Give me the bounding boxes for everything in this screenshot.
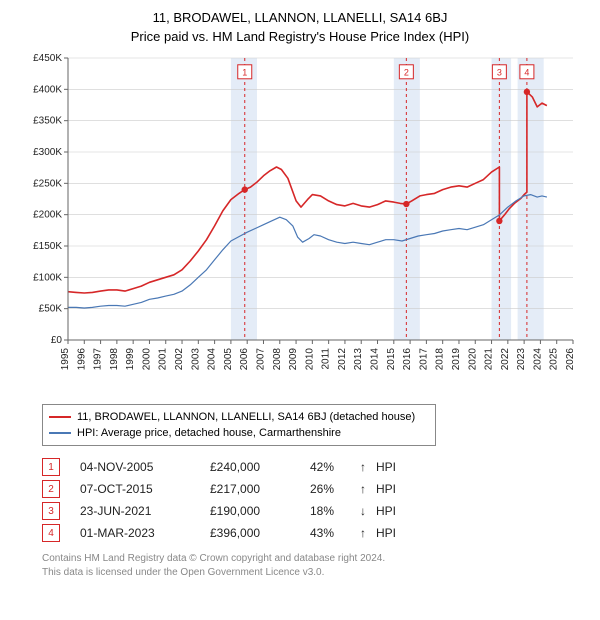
svg-text:£400K: £400K [33, 84, 62, 95]
svg-text:2014: 2014 [369, 348, 380, 371]
svg-text:2003: 2003 [190, 348, 201, 371]
transaction-row: 2 07-OCT-2015£217,00026%↑HPI [42, 478, 590, 500]
transaction-label: HPI [376, 526, 396, 540]
svg-text:2010: 2010 [304, 348, 315, 371]
svg-text:2004: 2004 [206, 348, 217, 371]
chart-subtitle: Price paid vs. HM Land Registry's House … [10, 29, 590, 44]
legend-swatch [49, 432, 71, 434]
transaction-pct: 18% [310, 504, 360, 518]
svg-text:4: 4 [524, 67, 529, 77]
svg-text:2020: 2020 [467, 348, 478, 371]
transaction-pct: 26% [310, 482, 360, 496]
transaction-price: £396,000 [210, 526, 310, 540]
svg-text:2016: 2016 [402, 348, 413, 371]
svg-text:2019: 2019 [450, 348, 461, 371]
transaction-price: £190,000 [210, 504, 310, 518]
svg-text:1996: 1996 [76, 348, 87, 371]
svg-text:2002: 2002 [174, 348, 185, 371]
svg-text:£50K: £50K [38, 304, 62, 315]
svg-text:3: 3 [496, 67, 501, 77]
svg-text:2006: 2006 [239, 348, 250, 371]
svg-text:£250K: £250K [33, 178, 62, 189]
svg-text:2013: 2013 [353, 348, 364, 371]
svg-text:2000: 2000 [141, 348, 152, 371]
transaction-badge: 4 [42, 524, 60, 542]
transaction-row: 4 01-MAR-2023£396,00043%↑HPI [42, 522, 590, 544]
svg-text:2007: 2007 [255, 348, 266, 371]
svg-text:2011: 2011 [320, 348, 331, 370]
transaction-arrow: ↑ [360, 482, 376, 496]
transaction-badge: 2 [42, 480, 60, 498]
transaction-badge: 1 [42, 458, 60, 476]
legend-label: 11, BRODAWEL, LLANNON, LLANELLI, SA14 6B… [77, 411, 415, 423]
transaction-row: 3 23-JUN-2021£190,00018%↓HPI [42, 500, 590, 522]
transaction-arrow: ↑ [360, 526, 376, 540]
svg-text:2022: 2022 [499, 348, 510, 371]
legend: 11, BRODAWEL, LLANNON, LLANELLI, SA14 6B… [42, 404, 436, 446]
transaction-arrow: ↑ [360, 460, 376, 474]
legend-item: 11, BRODAWEL, LLANNON, LLANELLI, SA14 6B… [49, 409, 429, 425]
attribution: Contains HM Land Registry data © Crown c… [42, 552, 590, 579]
price-chart: 1 2 3 4 £0 £50K £100K £150K £200K £250K £300K £350K… [18, 50, 583, 390]
transactions-table: 104-NOV-2005£240,00042%↑HPI207-OCT-2015£… [42, 456, 590, 544]
transaction-date: 01-MAR-2023 [80, 526, 210, 540]
attribution-line2: This data is licensed under the Open Gov… [42, 566, 590, 580]
svg-text:2009: 2009 [288, 348, 299, 371]
svg-text:£200K: £200K [33, 210, 62, 221]
transaction-date: 04-NOV-2005 [80, 460, 210, 474]
svg-text:2026: 2026 [565, 348, 576, 371]
svg-text:1997: 1997 [92, 348, 103, 371]
svg-text:2: 2 [403, 67, 408, 77]
transaction-row: 1 04-NOV-2005£240,00042%↑HPI [42, 456, 590, 478]
transaction-badge: 3 [42, 502, 60, 520]
transaction-date: 23-JUN-2021 [80, 504, 210, 518]
svg-text:2005: 2005 [222, 348, 233, 371]
svg-text:2001: 2001 [157, 348, 168, 371]
svg-text:2017: 2017 [418, 348, 429, 371]
svg-text:£450K: £450K [33, 53, 62, 64]
svg-text:£300K: £300K [33, 147, 62, 158]
transaction-label: HPI [376, 482, 396, 496]
address-title: 11, BRODAWEL, LLANNON, LLANELLI, SA14 6B… [10, 10, 590, 25]
svg-text:2024: 2024 [532, 348, 543, 371]
svg-text:2012: 2012 [336, 348, 347, 371]
svg-text:£150K: £150K [33, 241, 62, 252]
transaction-price: £240,000 [210, 460, 310, 474]
legend-swatch [49, 416, 71, 418]
svg-text:£350K: £350K [33, 116, 62, 127]
transaction-arrow: ↓ [360, 504, 376, 518]
transaction-pct: 42% [310, 460, 360, 474]
svg-text:2008: 2008 [271, 348, 282, 371]
transaction-label: HPI [376, 460, 396, 474]
svg-text:£0: £0 [50, 335, 62, 346]
svg-text:1: 1 [242, 67, 247, 77]
svg-text:£100K: £100K [33, 272, 62, 283]
svg-text:1998: 1998 [108, 348, 119, 371]
transaction-label: HPI [376, 504, 396, 518]
svg-text:2025: 2025 [548, 348, 559, 371]
transaction-pct: 43% [310, 526, 360, 540]
svg-text:2015: 2015 [385, 348, 396, 371]
transaction-date: 07-OCT-2015 [80, 482, 210, 496]
legend-label: HPI: Average price, detached house, Carm… [77, 427, 341, 439]
attribution-line1: Contains HM Land Registry data © Crown c… [42, 552, 590, 566]
svg-text:2023: 2023 [516, 348, 527, 371]
svg-text:2018: 2018 [434, 348, 445, 371]
svg-text:2021: 2021 [483, 348, 494, 371]
legend-item: HPI: Average price, detached house, Carm… [49, 425, 429, 441]
transaction-price: £217,000 [210, 482, 310, 496]
svg-text:1999: 1999 [125, 348, 136, 371]
svg-text:1995: 1995 [60, 348, 71, 371]
